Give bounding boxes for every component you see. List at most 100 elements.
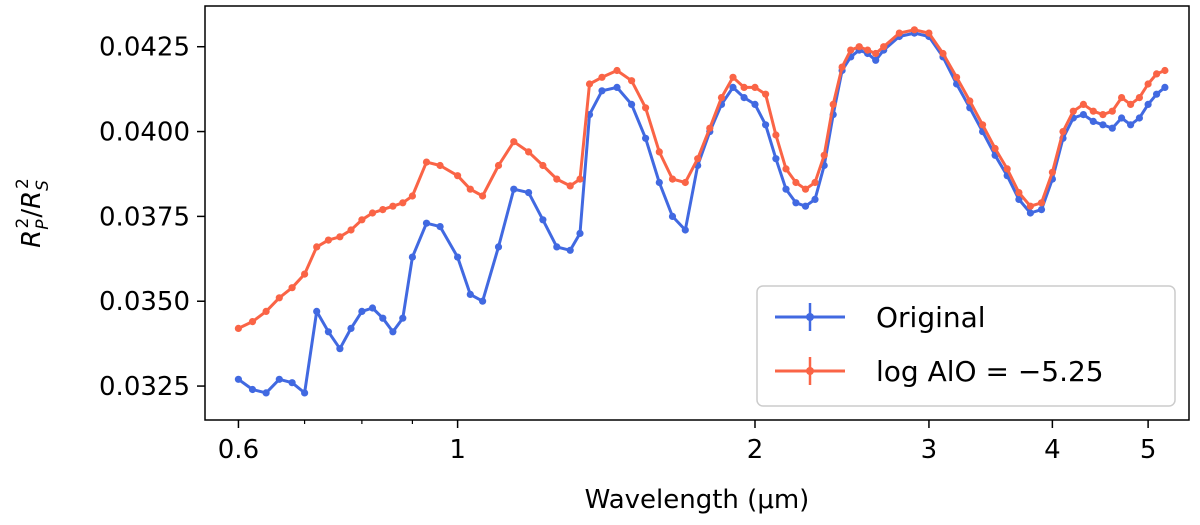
data-point-original <box>1153 90 1161 98</box>
data-point-original <box>655 178 663 187</box>
data-point-alo <box>880 43 888 51</box>
data-point-alo <box>585 80 594 88</box>
data-point-alo <box>820 151 828 159</box>
data-point-original <box>1118 114 1126 122</box>
legend-label-alo: log AlO = −5.25 <box>876 355 1104 388</box>
data-point-original <box>379 314 387 322</box>
data-point-original <box>772 155 780 163</box>
data-point-alo <box>628 77 636 85</box>
axis-ticks: 0.6 1 2 3 4 5 0.0325 0.0350 0.0375 0.0400 0.0425 <box>99 33 1156 465</box>
data-point-alo <box>301 270 309 278</box>
data-point-alo <box>288 284 296 292</box>
data-point-original <box>872 56 880 64</box>
data-point-alo <box>1089 107 1097 115</box>
data-point-original <box>598 87 606 95</box>
data-point-original <box>740 94 748 102</box>
data-point-alo <box>939 49 947 58</box>
x-axis-label: Wavelength (μm) <box>585 485 810 515</box>
data-point-alo <box>991 144 999 153</box>
data-point-alo <box>717 94 726 102</box>
data-point-alo <box>655 148 663 156</box>
data-point-alo <box>979 121 987 129</box>
data-point-original <box>613 83 621 91</box>
data-point-original <box>288 379 296 387</box>
data-point-alo <box>347 226 355 234</box>
data-point-original <box>479 297 487 305</box>
data-point-original <box>466 290 474 298</box>
data-point-alo <box>953 73 961 81</box>
data-point-alo <box>838 63 846 71</box>
plot-layer <box>234 26 1169 397</box>
data-point-alo <box>740 83 748 91</box>
data-point-alo <box>1059 128 1067 136</box>
data-point-original <box>248 385 257 394</box>
data-point-alo <box>576 175 584 183</box>
data-point-alo <box>510 138 518 146</box>
data-point-original <box>301 389 309 397</box>
data-point-original <box>454 253 462 261</box>
legend-label-original: Original <box>876 301 986 334</box>
data-point-alo <box>525 148 533 156</box>
data-point-alo <box>1026 202 1034 210</box>
data-point-alo <box>706 124 714 132</box>
y-tick-label: 0.0425 <box>99 33 190 63</box>
data-point-original <box>553 243 561 251</box>
data-point-original <box>1026 209 1034 217</box>
data-point-original <box>642 134 650 142</box>
data-point-alo <box>829 100 837 108</box>
data-point-alo <box>1037 199 1046 207</box>
data-point-original <box>262 389 270 397</box>
data-point-alo <box>566 182 574 190</box>
data-point-original <box>566 246 574 254</box>
data-point-alo <box>1015 189 1023 197</box>
x-tick-label: 1 <box>449 435 466 465</box>
data-point-alo <box>1153 70 1161 78</box>
legend-box <box>756 285 1176 407</box>
data-point-original <box>313 307 321 315</box>
data-point-alo <box>801 185 810 193</box>
data-point-alo <box>436 161 444 170</box>
data-point-original <box>792 199 800 207</box>
data-point-original <box>1079 111 1087 119</box>
data-point-alo <box>1118 94 1126 102</box>
data-point-alo <box>248 318 257 326</box>
x-tick-label: 4 <box>1044 435 1061 465</box>
data-point-original <box>389 328 397 336</box>
data-point-original <box>358 307 366 315</box>
x-tick-label: 0.6 <box>218 435 259 465</box>
data-point-alo <box>368 209 377 217</box>
data-point-alo <box>408 192 416 200</box>
data-point-alo <box>466 185 474 193</box>
data-point-original <box>1135 114 1143 122</box>
data-point-alo <box>681 178 689 187</box>
data-point-alo <box>1099 111 1107 119</box>
data-point-alo <box>1048 168 1056 176</box>
data-point-alo <box>811 178 819 187</box>
data-point-original <box>729 83 737 91</box>
data-point-original <box>347 324 355 332</box>
y-tick-label: 0.0400 <box>99 118 190 148</box>
data-point-alo <box>479 192 487 200</box>
data-point-original <box>368 304 377 312</box>
data-point-alo <box>313 243 321 251</box>
data-point-alo <box>358 216 366 224</box>
data-point-alo <box>1135 94 1143 102</box>
data-point-original <box>668 212 677 220</box>
x-tick-label: 5 <box>1140 435 1157 465</box>
data-point-alo <box>454 172 462 180</box>
data-point-alo <box>847 46 855 54</box>
x-tick-label: 2 <box>747 435 764 465</box>
data-point-original <box>422 219 431 227</box>
y-tick-label: 0.0350 <box>99 287 190 317</box>
data-point-alo <box>379 206 387 214</box>
data-point-alo <box>751 83 759 91</box>
legend: Original log AlO = −5.25 <box>756 285 1176 407</box>
data-point-original <box>1037 206 1046 214</box>
x-tick-label: 3 <box>921 435 938 465</box>
data-point-alo <box>553 175 561 183</box>
data-point-original <box>801 202 810 210</box>
data-point-alo <box>782 165 790 173</box>
data-point-original <box>1108 124 1116 132</box>
series-line-alo <box>237 28 1166 330</box>
data-point-alo <box>1069 107 1077 115</box>
